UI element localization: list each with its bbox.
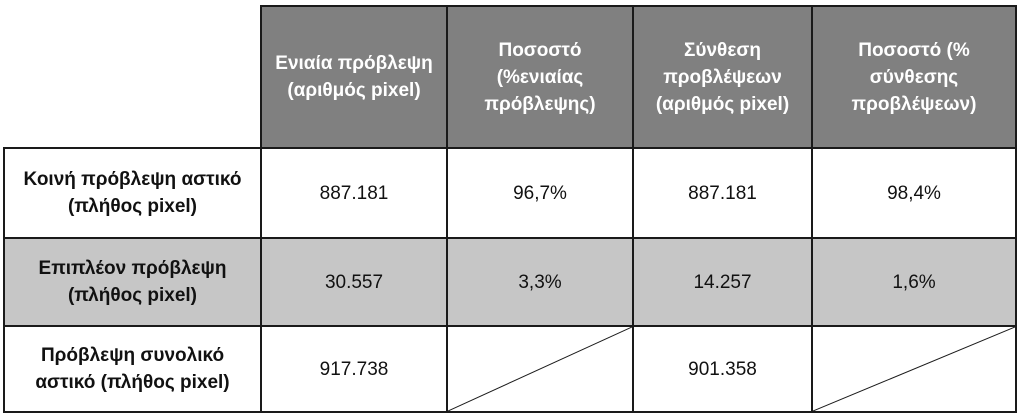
diagonal-line: [813, 327, 1015, 411]
header-composite-percentage: Ποσοστό (% σύνθεσης προβλέψεων): [811, 5, 1017, 149]
header-uniform-percentage: Ποσοστό (%ενιαίας πρόβλεψης): [446, 5, 634, 149]
table-cell: 98,4%: [811, 147, 1017, 239]
row-label: Πρόβλεψη συνολικό αστικό (πλήθος pixel): [3, 325, 262, 413]
table-cell: 96,7%: [446, 147, 634, 239]
table-cell: 901.358: [632, 325, 813, 413]
header-composite-prediction: Σύνθεση προβλέψεων (αριθμός pixel): [632, 5, 813, 149]
table-cell: 917.738: [260, 325, 448, 413]
table-cell: 1,6%: [811, 237, 1017, 327]
table-row-common-prediction: Κοινή πρόβλεψη αστικό (πλήθος pixel) 887…: [3, 147, 1017, 239]
empty-cell-diagonal: [811, 325, 1017, 413]
table-cell: 887.181: [260, 147, 448, 239]
table-cell: 3,3%: [446, 237, 634, 327]
table-cell: 14.257: [632, 237, 813, 327]
table-cell: 30.557: [260, 237, 448, 327]
header-row: Ενιαία πρόβλεψη (αριθμός pixel) Ποσοστό …: [4, 5, 1017, 149]
table-cell: 887.181: [632, 147, 813, 239]
table-row-additional-prediction: Επιπλέον πρόβλεψη (πλήθος pixel) 30.557 …: [3, 237, 1017, 327]
diagonal-line: [448, 327, 632, 411]
header-uniform-prediction: Ενιαία πρόβλεψη (αριθμός pixel): [260, 5, 448, 149]
header-corner-cell: [4, 6, 262, 149]
empty-cell-diagonal: [446, 325, 634, 413]
row-label: Κοινή πρόβλεψη αστικό (πλήθος pixel): [3, 147, 262, 239]
table-row-total-prediction: Πρόβλεψη συνολικό αστικό (πλήθος pixel) …: [3, 325, 1017, 413]
row-label: Επιπλέον πρόβλεψη (πλήθος pixel): [3, 237, 262, 327]
statistics-table: Ενιαία πρόβλεψη (αριθμός pixel) Ποσοστό …: [3, 5, 1017, 413]
